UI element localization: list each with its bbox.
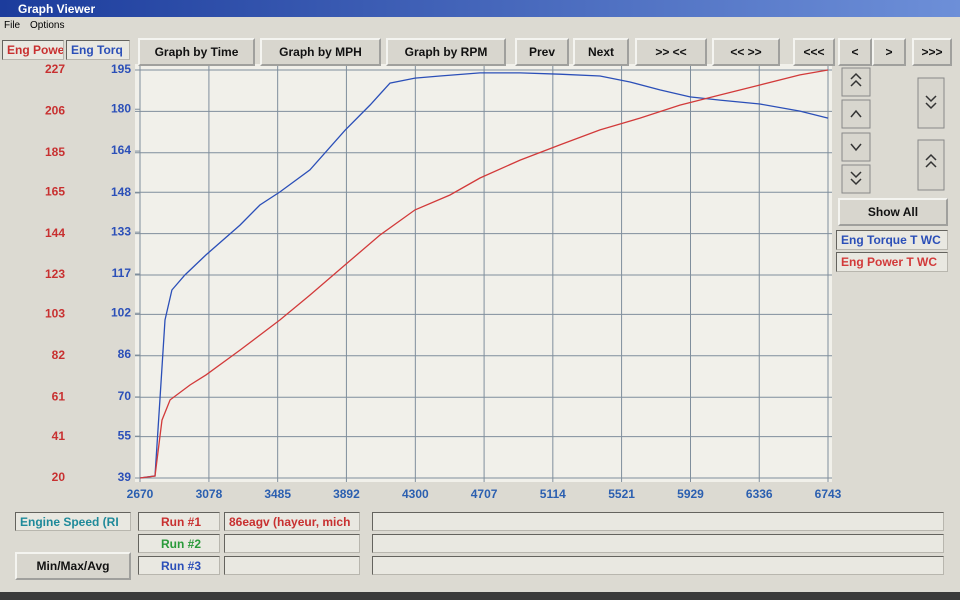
y-tick-label: 227 <box>45 62 65 76</box>
y2-tick-label: 195 <box>111 62 131 76</box>
toolbar-button[interactable]: Graph by RPM <box>386 38 506 66</box>
toolbar-button[interactable]: << >> <box>712 38 780 66</box>
arrow-button[interactable] <box>841 99 871 129</box>
x-tick-label: 2670 <box>127 487 154 501</box>
run-name-empty <box>224 556 360 575</box>
run-info <box>372 512 944 531</box>
x-tick-label: 4300 <box>402 487 429 501</box>
toolbar-button[interactable]: Graph by MPH <box>260 38 381 66</box>
toolbar-button[interactable]: Next <box>573 38 629 66</box>
y2-tick-label: 86 <box>118 347 132 361</box>
toolbar-button[interactable]: >> << <box>635 38 707 66</box>
toolbar-button[interactable]: >>> <box>912 38 952 66</box>
arrow-button[interactable] <box>917 77 945 129</box>
x-tick-label: 5929 <box>677 487 704 501</box>
x-tick-label: 3485 <box>264 487 291 501</box>
legend-entry[interactable]: Eng Power T WC <box>836 252 948 272</box>
y-tick-label: 41 <box>52 429 66 443</box>
run-label: Run #2 <box>138 534 220 553</box>
y-tick-label: 123 <box>45 267 65 281</box>
x-tick-label: 5114 <box>540 487 566 501</box>
y2-tick-label: 39 <box>118 470 132 484</box>
arrow-icons <box>850 72 937 186</box>
y-axis-title[interactable]: Eng Powe <box>2 40 64 60</box>
toolbar-button[interactable]: < <box>838 38 872 66</box>
y2-tick-label: 180 <box>111 101 131 115</box>
show-all-button[interactable]: Show All <box>838 198 948 226</box>
y2-tick-label: 102 <box>111 305 131 319</box>
plot-area <box>135 64 832 482</box>
arrow-button[interactable] <box>841 132 871 162</box>
x-tick-label: 6743 <box>815 487 842 501</box>
title-bar: Graph Viewer <box>0 0 960 17</box>
data-line <box>139 69 829 479</box>
toolbar-button[interactable]: Prev <box>515 38 569 66</box>
y2-tick-label: 70 <box>118 389 132 403</box>
y2-tick-label: 164 <box>111 143 131 157</box>
arrow-button[interactable] <box>841 164 871 194</box>
side-arrow-buttons <box>841 67 945 194</box>
run-name-empty <box>224 534 360 553</box>
arrow-button[interactable] <box>917 139 945 191</box>
legend-entry[interactable]: Eng Torque T WC <box>836 230 948 250</box>
run-info <box>372 556 944 575</box>
run-label: Run #3 <box>138 556 220 575</box>
y-tick-label: 185 <box>45 145 65 159</box>
y-tick-label: 144 <box>45 226 65 240</box>
y-tick-label: 20 <box>52 470 66 484</box>
run-info <box>372 534 944 553</box>
y-tick-label: 61 <box>52 389 66 403</box>
x-axis-title: Engine Speed (RI <box>15 512 131 531</box>
toolbar-button[interactable]: > <box>872 38 906 66</box>
min-max-avg-button[interactable]: Min/Max/Avg <box>15 552 131 580</box>
x-tick-label: 3892 <box>333 487 360 501</box>
y2-tick-label: 117 <box>112 266 132 280</box>
menu-item[interactable]: Options <box>30 20 65 31</box>
toolbar-button[interactable]: <<< <box>793 38 835 66</box>
y-tick-label: 82 <box>52 348 66 362</box>
y2-axis-title[interactable]: Eng Torq <box>66 40 130 60</box>
y2-tick-label: 133 <box>111 224 131 238</box>
y2-tick-label: 55 <box>118 428 132 442</box>
x-tick-label: 5521 <box>608 487 635 501</box>
y-tick-label: 165 <box>45 184 65 198</box>
x-tick-label: 6336 <box>746 487 773 501</box>
run-name: 86eagv (hayeur, mich <box>224 512 360 531</box>
menu-item[interactable]: File <box>4 20 21 31</box>
y2-tick-label: 148 <box>111 185 131 199</box>
x-tick-label: 4707 <box>471 487 498 501</box>
y-tick-label: 103 <box>45 307 65 321</box>
y-tick-label: 206 <box>45 104 65 118</box>
toolbar-button[interactable]: Graph by Time <box>138 38 255 66</box>
window-title: Graph Viewer <box>18 2 96 16</box>
data-line <box>139 72 829 479</box>
x-tick-label: 3078 <box>196 487 223 501</box>
run-label: Run #1 <box>138 512 220 531</box>
